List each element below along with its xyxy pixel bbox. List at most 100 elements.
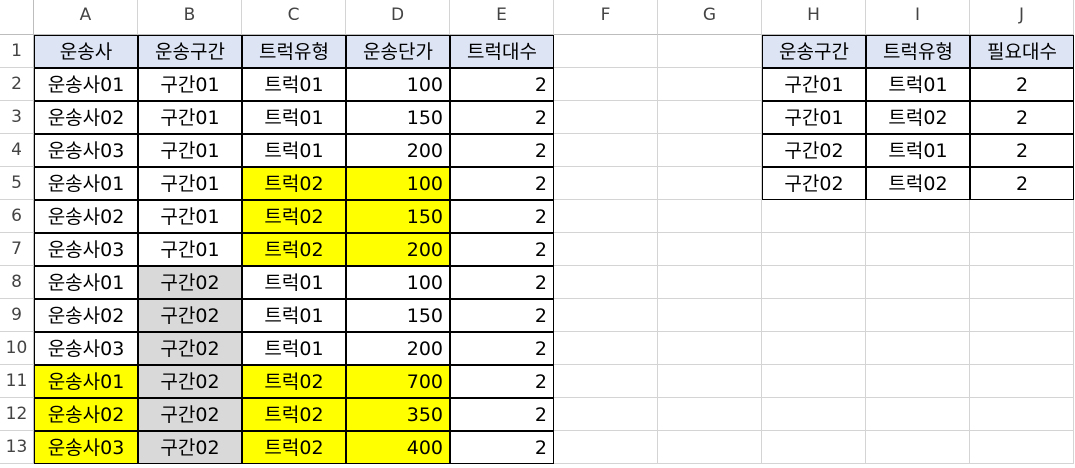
grid-cell[interactable] [554,365,658,398]
column-header-d[interactable]: D [346,0,450,35]
table1-cell[interactable]: 2 [450,332,554,365]
table1-cell[interactable]: 2 [450,167,554,200]
column-header-e[interactable]: E [450,0,554,35]
table1-cell[interactable]: 100 [346,167,450,200]
table1-cell[interactable]: 200 [346,233,450,266]
table1-cell[interactable]: 2 [450,365,554,398]
grid-cell[interactable] [970,233,1074,266]
row-header-1[interactable]: 1 [0,35,34,68]
column-header-i[interactable]: I [866,0,970,35]
table1-cell[interactable]: 350 [346,398,450,431]
table1-cell[interactable]: 트럭01 [242,68,346,101]
grid-cell[interactable] [866,398,970,431]
table1-cell[interactable]: 150 [346,101,450,134]
grid-cell[interactable] [658,68,762,101]
grid-cell[interactable] [554,134,658,167]
column-header-j[interactable]: J [970,0,1074,35]
grid-cell[interactable] [554,233,658,266]
grid-cell[interactable] [554,101,658,134]
table1-header-cell[interactable]: 운송구간 [138,35,242,68]
column-header-b[interactable]: B [138,0,242,35]
grid-cell[interactable] [762,365,866,398]
table1-cell[interactable]: 200 [346,332,450,365]
grid-cell[interactable] [866,233,970,266]
table1-cell[interactable]: 구간01 [138,167,242,200]
table1-cell[interactable]: 트럭02 [242,365,346,398]
table1-cell[interactable]: 구간02 [138,332,242,365]
row-header-7[interactable]: 7 [0,233,34,266]
row-header-13[interactable]: 13 [0,431,34,464]
grid-cell[interactable] [554,332,658,365]
row-header-3[interactable]: 3 [0,101,34,134]
grid-cell[interactable] [762,200,866,233]
table2-header-cell[interactable]: 필요대수 [970,35,1074,68]
table1-cell[interactable]: 운송사03 [34,134,138,167]
grid-cell[interactable] [658,332,762,365]
column-header-h[interactable]: H [762,0,866,35]
table1-header-cell[interactable]: 운송사 [34,35,138,68]
grid-cell[interactable] [554,68,658,101]
grid-cell[interactable] [762,233,866,266]
grid-cell[interactable] [762,266,866,299]
table1-cell[interactable]: 2 [450,68,554,101]
table1-cell[interactable]: 구간01 [138,134,242,167]
grid-cell[interactable] [658,134,762,167]
table1-cell[interactable]: 150 [346,299,450,332]
table2-cell[interactable]: 구간01 [762,68,866,101]
grid-cell[interactable] [970,365,1074,398]
row-header-5[interactable]: 5 [0,167,34,200]
grid-cell[interactable] [554,431,658,464]
table2-cell[interactable]: 2 [970,101,1074,134]
grid-cell[interactable] [970,431,1074,464]
column-header-g[interactable]: G [658,0,762,35]
table1-cell[interactable]: 운송사02 [34,299,138,332]
table1-cell[interactable]: 트럭01 [242,101,346,134]
table2-header-cell[interactable]: 운송구간 [762,35,866,68]
grid-cell[interactable] [658,266,762,299]
column-header-f[interactable]: F [554,0,658,35]
grid-cell[interactable] [762,398,866,431]
table2-cell[interactable]: 구간02 [762,134,866,167]
column-header-a[interactable]: A [34,0,138,35]
grid-cell[interactable] [554,299,658,332]
grid-cell[interactable] [970,299,1074,332]
grid-cell[interactable] [554,167,658,200]
table1-cell[interactable]: 운송사02 [34,101,138,134]
table2-cell[interactable]: 트럭01 [866,68,970,101]
grid-cell[interactable] [554,200,658,233]
table1-cell[interactable]: 운송사01 [34,167,138,200]
table2-cell[interactable]: 2 [970,167,1074,200]
row-header-9[interactable]: 9 [0,299,34,332]
table1-cell[interactable]: 운송사02 [34,398,138,431]
grid-cell[interactable] [658,299,762,332]
grid-cell[interactable] [658,398,762,431]
table1-cell[interactable]: 트럭01 [242,134,346,167]
table1-cell[interactable]: 트럭02 [242,200,346,233]
grid-cell[interactable] [866,431,970,464]
column-header-c[interactable]: C [242,0,346,35]
grid-cell[interactable] [970,266,1074,299]
table1-cell[interactable]: 구간01 [138,200,242,233]
table1-cell[interactable]: 2 [450,200,554,233]
table1-cell[interactable]: 구간02 [138,365,242,398]
table1-cell[interactable]: 2 [450,101,554,134]
grid-cell[interactable] [658,35,762,68]
row-header-2[interactable]: 2 [0,68,34,101]
grid-cell[interactable] [658,200,762,233]
row-header-12[interactable]: 12 [0,398,34,431]
grid-cell[interactable] [554,35,658,68]
grid-cell[interactable] [762,332,866,365]
table1-cell[interactable]: 운송사03 [34,431,138,464]
table2-cell[interactable]: 구간01 [762,101,866,134]
table1-cell[interactable]: 400 [346,431,450,464]
table2-cell[interactable]: 트럭02 [866,101,970,134]
table2-cell[interactable]: 2 [970,134,1074,167]
table2-header-cell[interactable]: 트럭유형 [866,35,970,68]
table1-header-cell[interactable]: 트럭대수 [450,35,554,68]
table1-cell[interactable]: 트럭02 [242,167,346,200]
table1-cell[interactable]: 운송사02 [34,200,138,233]
table1-cell[interactable]: 구간02 [138,431,242,464]
grid-cell[interactable] [970,398,1074,431]
table1-cell[interactable]: 트럭02 [242,398,346,431]
row-header-4[interactable]: 4 [0,134,34,167]
